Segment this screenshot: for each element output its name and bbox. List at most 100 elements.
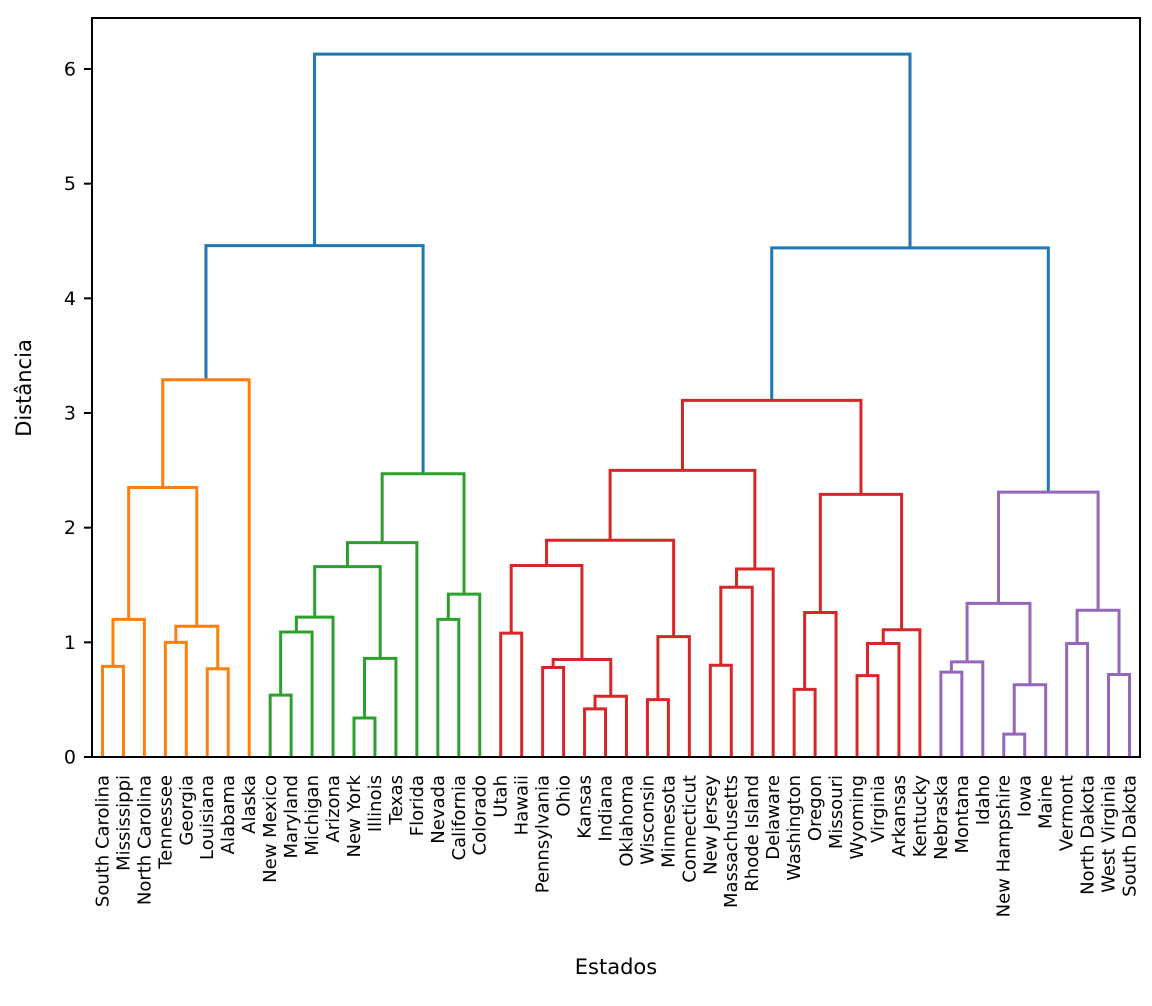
leaf-label: Vermont (1057, 775, 1078, 851)
leaf-label: New Hampshire (994, 775, 1015, 917)
dendrogram-link (1075, 608, 1121, 675)
leaf-label: Montana (952, 775, 973, 853)
leaf-label: Ohio (554, 775, 575, 817)
leaf-label: New Mexico (260, 775, 281, 883)
dendrogram-link (362, 656, 398, 757)
leaf-label: Rhode Island (742, 775, 763, 892)
dendrogram-link (881, 628, 922, 757)
leaf-label: Kentucky (910, 775, 931, 858)
dendrogram-link (1107, 672, 1132, 757)
leaf-label: Florida (407, 775, 428, 836)
dendrogram-link (541, 666, 566, 757)
dendrogram-link (313, 565, 382, 659)
plot-border (91, 17, 1141, 758)
x-axis-label: Estados (575, 955, 657, 979)
leaf-label: South Carolina (92, 775, 113, 907)
leaf-label: Maryland (281, 775, 302, 858)
leaf-label: Oklahoma (616, 775, 637, 867)
leaf-label: Colorado (470, 775, 491, 855)
dendrogram-links (100, 52, 1132, 757)
dendrogram-link (509, 564, 584, 660)
dendrogram-link (100, 664, 125, 757)
leaf-label: Nevada (428, 775, 449, 844)
leaf-label: Wyoming (847, 775, 868, 860)
leaf-label: Alabama (218, 775, 239, 854)
dendrogram-link (680, 398, 863, 495)
dendrogram-link (446, 592, 482, 757)
leaf-label: Arizona (323, 775, 344, 843)
leaf-label: Nebraska (931, 775, 952, 860)
dendrogram-link (1065, 641, 1090, 757)
dendrogram-link (997, 490, 1100, 611)
leaf-label: Wisconsin (637, 775, 658, 865)
dendrogram-link (708, 663, 733, 757)
dendrogram-link (803, 611, 838, 757)
leaf-label: Kansas (575, 775, 596, 839)
leaf-label: Maine (1036, 775, 1057, 829)
leaf-label: West Virginia (1099, 775, 1120, 893)
dendrogram-link (313, 52, 912, 248)
dendrogram-link (770, 246, 1050, 493)
x-axis-leaf-labels: South Carolina Mississippi North Carolina T… (92, 774, 1140, 917)
dendrogram-link (965, 601, 1032, 685)
dendrogram-link (551, 658, 613, 697)
leaf-label: Georgia (176, 775, 197, 846)
y-tick-label: 5 (64, 173, 76, 195)
dendrogram-link (205, 667, 230, 757)
leaf-label: Idaho (973, 775, 994, 825)
dendrogram-link (380, 472, 466, 595)
dendrogram-link (174, 624, 220, 669)
dendrogram-link (866, 641, 901, 757)
leaf-label: Mississippi (113, 775, 134, 871)
leaf-label: New Jersey (700, 775, 721, 875)
dendrogram-link (111, 617, 146, 757)
dendrogram-link (294, 615, 335, 757)
leaf-label: South Dakota (1119, 775, 1140, 897)
dendrogram-link (818, 492, 904, 630)
dendrogram-link (499, 631, 524, 757)
dendrogram-link (127, 486, 199, 627)
leaf-label: Connecticut (679, 775, 700, 883)
leaf-label: New York (344, 774, 365, 857)
leaf-label: Arkansas (889, 775, 910, 857)
leaf-label: Hawaii (512, 775, 533, 835)
y-tick-label: 0 (64, 746, 76, 768)
leaf-label: North Carolina (134, 775, 155, 905)
dendrogram-link (949, 660, 985, 757)
y-tick-label: 1 (64, 632, 76, 654)
dendrogram-link (939, 670, 964, 757)
leaf-label: Tennessee (155, 775, 176, 870)
dendrogram-link (583, 707, 608, 757)
dendrogram-link (608, 468, 757, 569)
dendrogram-link (855, 674, 880, 757)
dendrogram-link (645, 698, 670, 757)
dendrogram-link (593, 694, 628, 757)
dendrogram-link (1012, 683, 1048, 757)
dendrogram-link (352, 716, 377, 757)
dendrogram-link (735, 567, 775, 757)
dendrogram-link (656, 635, 691, 757)
leaf-label: Massachusetts (721, 775, 742, 908)
leaf-label: Michigan (302, 775, 323, 856)
leaf-label: Louisiana (197, 775, 218, 860)
y-tick-label: 2 (64, 517, 76, 539)
leaf-label: Texas (386, 775, 407, 826)
leaf-label: Utah (491, 775, 512, 818)
dendrogram-link (279, 630, 314, 757)
leaf-label: Delaware (763, 775, 784, 860)
dendrogram-link (792, 687, 817, 757)
y-axis-label: Distância (12, 339, 36, 437)
dendrogram-link (1002, 732, 1027, 757)
y-tick-label: 4 (64, 288, 76, 310)
y-tick-label: 3 (64, 402, 76, 424)
leaf-label: Washington (784, 775, 805, 881)
leaf-label: Oregon (805, 775, 826, 841)
leaf-label: Illinois (365, 775, 386, 832)
leaf-label: Indiana (595, 775, 616, 842)
y-axis: 0 1 2 3 4 5 6 (64, 58, 92, 768)
dendrogram-link (719, 585, 754, 757)
dendrogram-link (161, 378, 251, 757)
leaf-label: North Dakota (1078, 775, 1099, 895)
dendrogram-link (345, 541, 419, 757)
